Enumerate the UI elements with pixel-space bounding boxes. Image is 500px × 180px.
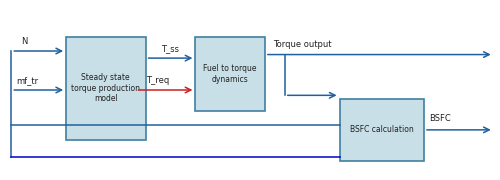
Text: Fuel to torque
dynamics: Fuel to torque dynamics <box>204 64 257 84</box>
Text: BSFC calculation: BSFC calculation <box>350 125 414 134</box>
Text: Torque output: Torque output <box>273 40 332 49</box>
Text: T_req: T_req <box>146 76 169 85</box>
Text: mf_tr: mf_tr <box>16 76 38 85</box>
FancyBboxPatch shape <box>66 37 146 140</box>
FancyBboxPatch shape <box>340 99 424 161</box>
Text: T_ss: T_ss <box>162 44 180 53</box>
Text: Steady state
torque production
model: Steady state torque production model <box>72 73 140 103</box>
FancyBboxPatch shape <box>196 37 265 111</box>
Text: BSFC: BSFC <box>429 114 451 123</box>
Text: N: N <box>22 37 28 46</box>
